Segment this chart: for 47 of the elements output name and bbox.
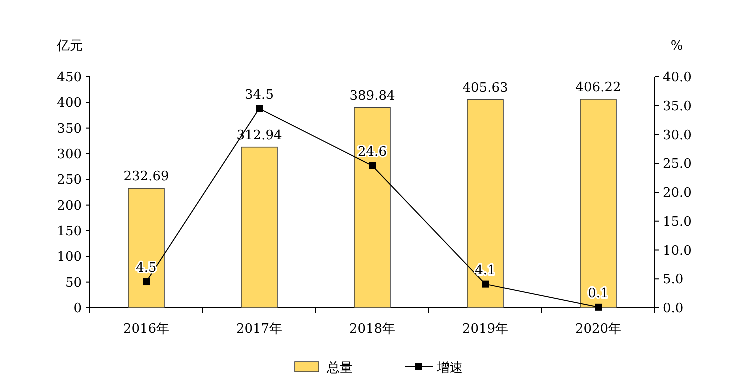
y2-tick-label: 30.0 (663, 128, 692, 144)
data-label: 34.5 (245, 88, 274, 103)
y2-tick-label: 40.0 (663, 70, 692, 86)
y-tick-label: 0 (74, 302, 82, 316)
point (143, 278, 150, 286)
y-tick-label: 200 (57, 198, 82, 214)
bar (241, 146, 278, 308)
x-tick-label: 2019年 (462, 322, 509, 337)
data-label: 232.69 (124, 170, 170, 185)
y2-tick-label: 0.0 (663, 302, 684, 316)
y2-tick-label: 15.0 (663, 214, 692, 230)
y2-tick-label: 5.0 (663, 272, 684, 288)
point (595, 304, 602, 311)
data-label: 4.5 (136, 261, 157, 276)
data-label: 0.1 (588, 286, 609, 302)
data-label: 406.22 (576, 80, 622, 96)
y2-tick-label: 25.0 (663, 157, 692, 172)
y-tick-label: 50 (65, 276, 82, 291)
y-tick-label: 450 (57, 70, 82, 86)
x-tick-label: 2016年 (123, 322, 170, 337)
legend-label: 增速 (436, 361, 463, 376)
bar (354, 107, 391, 308)
y2-tick-label: 20.0 (663, 186, 692, 201)
x-tick-label: 2018年 (349, 322, 396, 337)
point (482, 280, 489, 288)
y-tick-label: 300 (57, 148, 82, 162)
bar (467, 99, 504, 308)
y-tick-label: 400 (57, 96, 82, 112)
x-tick-label: 2017年 (236, 322, 283, 337)
y-tick-label: 100 (57, 250, 82, 266)
y2-tick-label: 10.0 (663, 244, 692, 259)
y-axis-title: 亿元 (56, 39, 83, 54)
data-label: 389.84 (350, 88, 396, 104)
bar (128, 188, 165, 308)
point (369, 162, 376, 170)
y-tick-label: 250 (57, 173, 82, 188)
y2-tick-label: 35.0 (663, 99, 692, 114)
data-label: 4.1 (475, 263, 496, 278)
point (256, 105, 263, 112)
y2-axis-title: % (670, 39, 684, 54)
x-tick-label: 2020年 (575, 322, 622, 337)
legend-label: 总量 (326, 361, 353, 376)
data-label: 24.6 (358, 144, 387, 160)
bar (580, 99, 617, 308)
y-tick-label: 150 (57, 224, 82, 240)
y-tick-label: 350 (57, 122, 82, 137)
data-label: 405.63 (462, 80, 508, 96)
